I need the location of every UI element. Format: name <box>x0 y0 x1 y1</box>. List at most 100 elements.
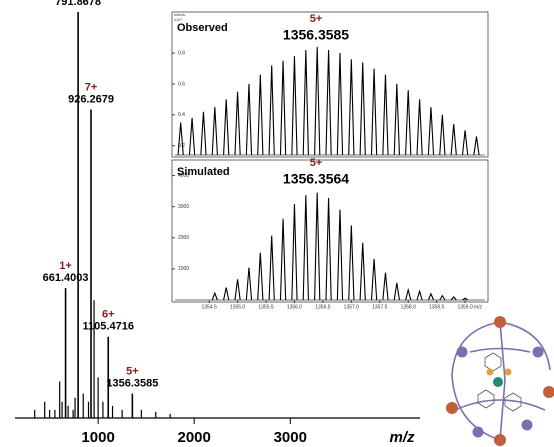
isotope-peak <box>393 282 400 301</box>
x-tick-label: 1359.0 <box>457 304 473 310</box>
isotope-peak <box>234 91 241 156</box>
x-tick-label: 1355.5 <box>258 304 274 310</box>
inset-frame <box>171 11 489 158</box>
inset-title: Simulated <box>177 166 230 178</box>
fe-node <box>543 386 554 398</box>
isotope-peak <box>359 242 366 301</box>
isotope-peak <box>405 90 412 156</box>
y-tick-label: 3000 <box>178 204 189 210</box>
isotope-peak <box>416 289 423 301</box>
x-tick-label: 3000 <box>274 429 307 446</box>
cage-edge <box>454 399 546 411</box>
x-tick-label: 1358.0 <box>401 304 417 310</box>
isotope-peak <box>177 122 184 156</box>
y-tick-label: 0.6 <box>178 81 185 87</box>
isotope-peak <box>393 83 400 156</box>
fe-node <box>446 402 458 414</box>
isotope-peak <box>348 59 355 156</box>
y-tick-label: 0.4 <box>178 112 185 118</box>
isotope-peak <box>439 294 446 301</box>
fe-node <box>494 316 506 328</box>
isotope-peak <box>234 279 241 301</box>
isotope-peak <box>336 209 344 301</box>
isotope-peak <box>370 258 378 301</box>
isotope-peak <box>416 99 423 156</box>
p-atom <box>486 368 494 376</box>
structure-illustration <box>446 316 554 446</box>
isotope-peak <box>268 65 275 156</box>
y-tick-label: 2000 <box>178 235 189 241</box>
isotope-peak <box>245 267 253 301</box>
x-tick-label: 1357.5 <box>372 304 388 310</box>
ligand <box>504 392 522 412</box>
isotope-peak <box>211 107 218 156</box>
isotope-peak <box>314 46 321 156</box>
ligand <box>477 389 495 409</box>
isotope-peak <box>439 114 446 156</box>
charge-label: 1+ <box>59 260 72 272</box>
ligand <box>484 352 502 372</box>
y-tick-label: 0.2 <box>178 143 185 149</box>
isotope-peak <box>405 287 412 301</box>
isotope-peak <box>279 218 287 301</box>
isotope-peak <box>462 297 469 301</box>
isotope-peak <box>348 225 355 301</box>
y-tick-label: 4000 <box>178 173 189 179</box>
x-tick-label: 1358.5 <box>429 304 445 310</box>
isotope-peak <box>245 83 253 156</box>
isotope-peak <box>279 60 287 156</box>
y-axis-label: Intens. <box>174 12 186 17</box>
mass-label: 791.8678 <box>55 0 101 8</box>
isotope-peak <box>268 235 275 301</box>
isotope-peak <box>302 195 309 301</box>
inset-title: Observed <box>177 22 228 34</box>
x-tick-label: 2000 <box>178 429 211 446</box>
mass-label: 1105.4716 <box>83 321 134 333</box>
isotope-peak <box>461 130 469 156</box>
x-axis-label: m/z <box>474 304 483 310</box>
fe-node <box>494 434 506 446</box>
mass-label: 1356.3585 <box>283 27 349 43</box>
x-tick-label: 1355.0 <box>230 304 246 310</box>
y-tick-label: 0.8 <box>178 50 185 56</box>
isotope-peak <box>291 56 298 156</box>
isotope-peak <box>359 62 366 156</box>
x-axis-label: m/z <box>389 429 415 446</box>
mass-label: 926.2679 <box>68 93 114 105</box>
isotope-peak <box>257 74 264 156</box>
guest <box>493 377 503 387</box>
cage-edge <box>499 321 551 371</box>
isotope-peak <box>257 252 264 301</box>
isotope-peak <box>427 107 435 156</box>
mass-label: 661.4003 <box>43 272 89 284</box>
inset-frame <box>171 159 489 303</box>
cage-edge <box>451 321 501 441</box>
isotope-peak <box>211 291 218 301</box>
zn-node <box>532 346 544 358</box>
isotope-peak <box>382 272 389 301</box>
mass-label: 1356.3564 <box>283 171 349 187</box>
p-atom <box>504 368 512 376</box>
charge-label: 5+ <box>310 13 323 25</box>
isotope-peak <box>325 197 332 301</box>
charge-label: 5+ <box>126 366 139 378</box>
isotope-peak <box>325 49 332 156</box>
y-axis-label: x10⁷ <box>174 17 182 22</box>
zn-node <box>456 346 468 358</box>
isotope-peak <box>336 53 344 156</box>
isotope-peak <box>223 99 230 156</box>
x-tick-label: 1356.0 <box>287 304 303 310</box>
isotope-peak <box>188 117 196 156</box>
x-tick-label: 1354.5 <box>201 304 217 310</box>
cage-edge <box>469 347 531 353</box>
charge-label: 6+ <box>102 309 115 321</box>
isotope-peak <box>370 68 378 156</box>
cage-edge <box>499 321 506 441</box>
isotope-peak <box>473 136 480 156</box>
y-tick-label: 1000 <box>178 266 189 272</box>
isotope-peak <box>450 124 457 156</box>
x-tick-label: 1357.0 <box>344 304 360 310</box>
charge-label: 5+ <box>310 157 323 169</box>
isotope-peak <box>314 192 321 301</box>
